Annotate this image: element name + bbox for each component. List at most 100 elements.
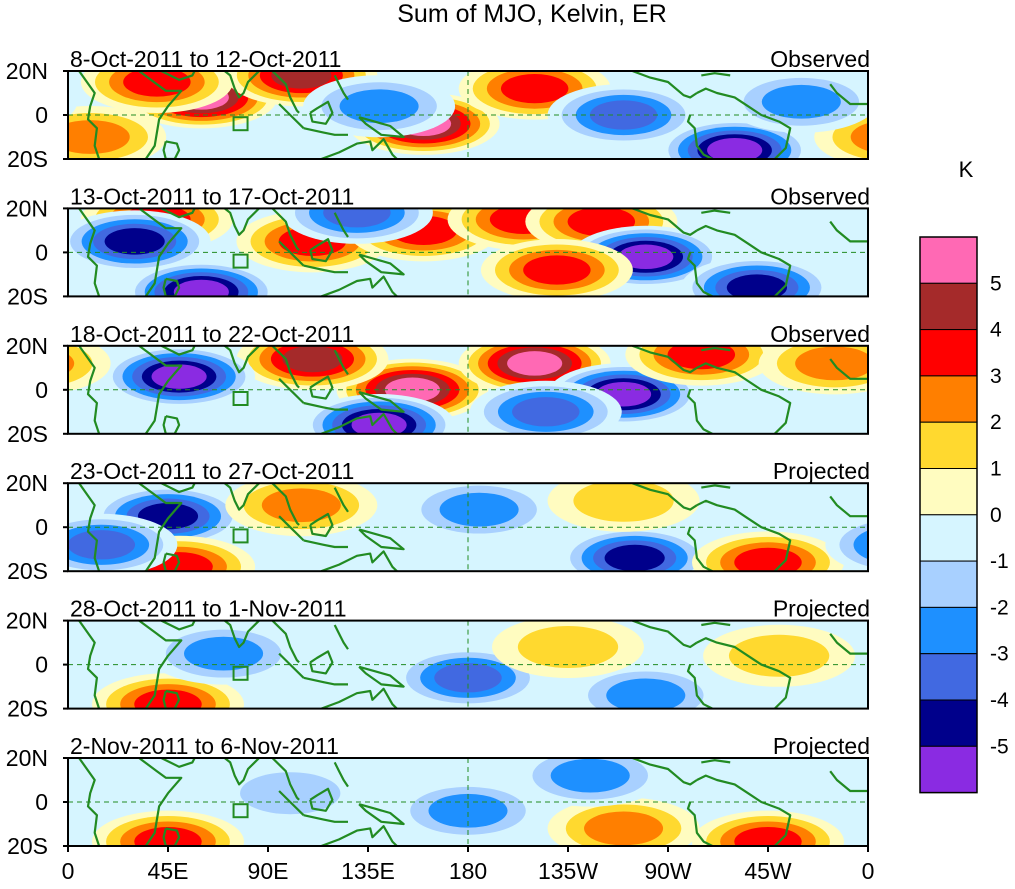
region-box [232,665,249,681]
coastline [686,389,713,434]
coastline [78,71,101,159]
anomaly-contour [935,70,1015,125]
lat-label: 20N [6,745,48,771]
anomaly-contour [761,84,841,119]
coastline [309,238,334,263]
coastline [222,345,261,374]
coastline [162,827,181,846]
coastline [271,71,300,114]
coastline [320,687,398,709]
colorbar-swatch [919,699,978,747]
coastline [358,528,405,551]
lon-label: 45W [744,858,792,884]
coastline [309,100,334,125]
coastline [138,758,183,846]
coastline [271,758,300,801]
coastline [358,390,405,413]
coastline [632,71,698,99]
coastline [696,499,792,572]
panel-status: Observed [770,183,870,209]
region-box [232,116,249,132]
anomaly-contour [512,397,580,427]
colorbar: K 5 4 3 2 1 0 -1 -2 -3 -4 -5 [919,157,1009,794]
coastline [222,620,261,649]
anomaly-contour [68,354,75,373]
colorbar-swatch [919,236,978,284]
coastline [829,83,868,106]
coastline [696,87,792,159]
coastline [829,220,868,243]
anomaly-field [68,199,1005,297]
anomaly-contour [439,492,519,527]
coastline [696,362,792,434]
coastline [278,652,305,679]
anomaly-contour [726,274,787,297]
anomaly-contour [151,364,207,389]
coastline [278,103,305,129]
coastline [138,620,183,709]
lon-label: 135W [538,858,598,884]
anomaly-contour [850,123,868,151]
anomaly-contour [0,827,2,856]
panel-date-range: 8-Oct-2011 to 12-Oct-2011 [70,46,341,72]
lat-label: 20N [6,608,48,634]
coastlines [78,758,868,846]
anomaly-contour [68,86,78,117]
anomaly-contour [282,345,343,373]
anomaly-contour [954,78,1015,118]
coastline [333,349,349,376]
anomaly-contour [606,678,686,709]
anomaly-contour [240,772,341,815]
coastline [222,71,261,99]
lat-label: 0 [35,102,48,128]
anomaly-contour [974,85,1015,110]
anomaly-contour [920,822,1015,862]
coastline [701,346,731,352]
anomaly-contour [964,81,1015,113]
lat-label: 0 [35,789,48,815]
anomaly-contour [909,199,1005,239]
lon-label: 90E [248,858,289,884]
anomaly-contour [923,205,990,234]
coastline [686,526,713,572]
coastline [829,495,868,518]
anomaly-contour [734,547,802,572]
colorbar-swatch [919,560,978,608]
lon-label: 0 [862,858,875,884]
coastline [686,801,713,846]
coastline [271,483,300,526]
coastline [632,208,698,236]
coastline [222,208,261,236]
region-box [232,528,249,544]
coastline [358,665,405,688]
lat-label: 20S [7,696,48,722]
coastline [309,375,334,400]
coastline [78,483,101,572]
colorbar-swatch [919,653,978,701]
anomaly-contour [604,544,665,572]
colorbar-units: K [959,157,974,182]
anomaly-contour [906,816,1015,867]
anomaly-contour [573,483,674,522]
lat-label: 20N [6,470,48,496]
anomaly-contour [523,255,591,285]
anomaly-contour [173,279,229,297]
anomaly-contour [104,228,165,255]
coastline [701,209,731,214]
colorbar-label: 4 [990,319,1002,342]
anomaly-contour [134,826,202,846]
coastline [138,483,183,572]
coastline [333,487,349,513]
colorbar-swatch [919,329,978,377]
coastline [162,140,181,159]
anomaly-contour [734,826,802,846]
panel-date-range: 18-Oct-2011 to 22-Oct-2011 [70,321,354,347]
coastline [303,814,348,823]
anomaly-contour [895,56,1015,107]
anomaly-contour [934,827,1001,856]
colorbar-label: 3 [990,365,1002,388]
colorbar-label: 2 [990,411,1002,434]
map-panel: 20N 0 20S 23-Oct-2011 to 27-Oct-2011 Project… [6,458,870,584]
panel-status: Projected [773,458,870,484]
lat-label: 20S [7,283,48,309]
